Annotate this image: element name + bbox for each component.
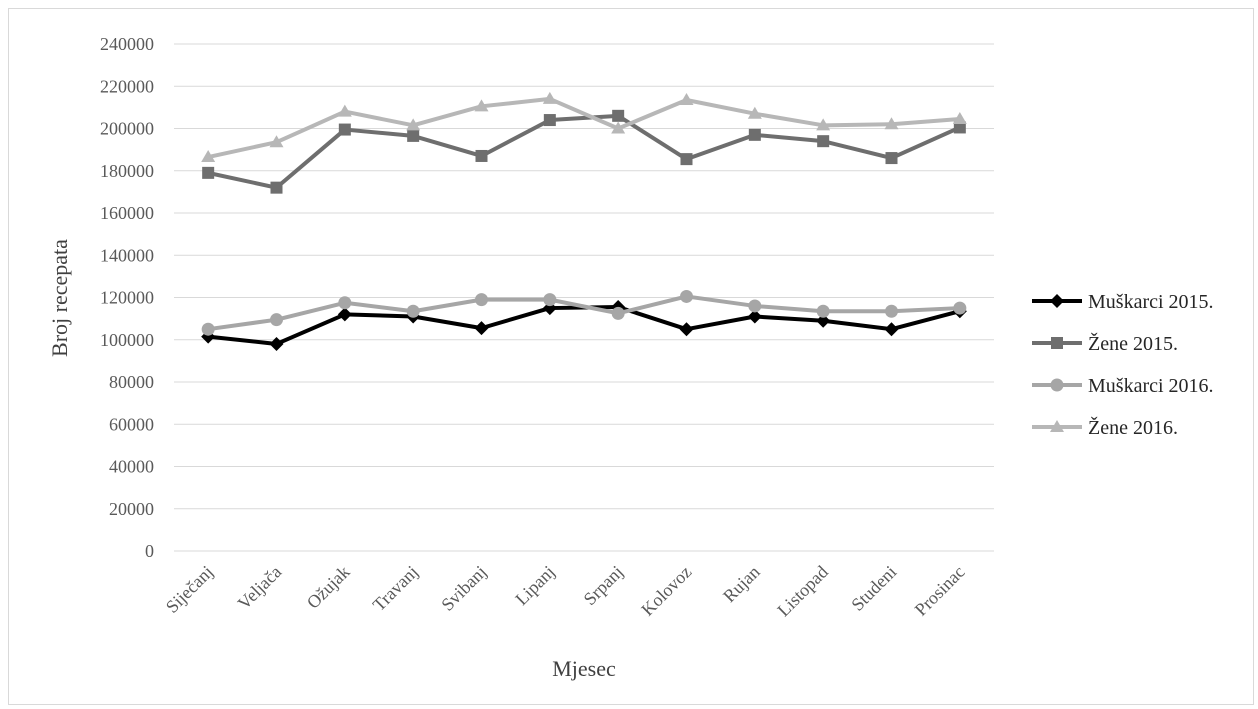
y-tick-label: 120000 [100,288,154,308]
y-tick-label: 0 [145,541,154,561]
y-tick-label: 80000 [109,372,154,392]
x-tick-label: Kolovoz [637,562,695,620]
x-tick-label: Lipanj [511,562,558,609]
y-tick-label: 200000 [100,119,154,139]
y-axis-ticks: 0 20000 40000 60000 80000 100000 120000 140000 1… [100,34,154,561]
x-tick-label: Prosinac [911,562,969,620]
legend-label: Žene 2015. [1088,332,1178,355]
data-point [816,313,831,328]
data-point [953,301,967,315]
data-point [270,181,283,194]
y-tick-label: 180000 [100,161,154,181]
legend: Muškarci 2015. Žene 2015. Muškarci 2016. Že… [1032,291,1214,439]
data-point [747,309,762,324]
series-4 [201,91,967,163]
y-tick-label: 160000 [100,203,154,223]
x-tick-label: Srpanj [580,562,627,609]
data-point [201,322,215,336]
data-point [817,135,830,148]
data-point [269,336,284,351]
series-3 [201,289,967,336]
data-point [747,106,762,119]
x-axis-ticks: Siječanj Veljača Ožujak Travanj Svibanj Lipan… [162,562,969,621]
y-tick-label: 140000 [100,245,154,265]
data-point [474,99,489,112]
x-tick-label: Svibanj [437,562,490,615]
y-tick-label: 240000 [100,34,154,54]
x-tick-label: Ožujak [303,562,354,613]
data-point [543,114,556,127]
x-tick-label: Rujan [719,562,764,607]
data-point [270,313,283,327]
x-axis-title: Mjesec [552,656,616,681]
legend-marker [1051,337,1063,349]
data-point [884,322,899,337]
series-line [207,96,960,159]
data-point [475,293,488,307]
data-point [611,306,625,320]
data-point [337,307,352,322]
series-line [207,113,961,190]
y-tick-label: 60000 [109,414,154,434]
data-point [748,128,761,141]
legend-entry: Žene 2015. [1032,332,1178,355]
data-point [952,111,967,124]
data-point [338,296,352,310]
data-point [407,129,420,142]
data-point [680,153,693,166]
series-2 [202,109,966,194]
legend-label: Muškarci 2015. [1088,291,1214,313]
data-point [202,166,215,179]
data-point [953,121,966,134]
legend-label: Muškarci 2016. [1088,375,1214,397]
data-point [885,304,898,318]
legend-marker [1050,420,1064,432]
y-tick-label: 20000 [109,499,154,519]
data-point [406,304,420,318]
y-axis-title: Broj recepata [47,239,72,357]
series-line [207,294,960,332]
data-point [475,149,488,162]
data-point [611,121,626,134]
gridlines [174,43,994,552]
data-point [543,293,557,307]
data-point [816,304,830,318]
data-point [542,91,557,104]
data-point [885,152,898,165]
y-tick-label: 40000 [109,457,154,477]
x-tick-label: Travanj [369,562,422,615]
legend-label: Žene 2016. [1088,416,1178,439]
data-point [269,135,284,148]
data-point [816,118,831,131]
legend-marker [1050,378,1064,392]
data-point [680,289,693,303]
legend-entry: Žene 2016. [1032,416,1178,439]
data-point [201,150,216,163]
legend-entry: Muškarci 2015. [1032,291,1214,313]
data-point [679,92,694,105]
data-point [612,109,625,122]
series-group [201,91,967,351]
legend-entry: Muškarci 2016. [1032,375,1214,397]
data-point [337,104,352,117]
x-tick-label: Veljača [234,562,286,614]
data-point [474,321,489,336]
x-tick-label: Listopad [773,562,832,621]
data-point [884,117,899,130]
data-point [748,299,762,313]
y-tick-label: 220000 [100,76,154,96]
x-tick-label: Studeni [847,562,900,615]
legend-marker [1050,294,1064,308]
x-tick-label: Siječanj [162,562,217,617]
y-tick-label: 100000 [100,330,154,350]
data-point [338,123,351,136]
data-point [679,322,694,337]
data-point [406,118,421,131]
